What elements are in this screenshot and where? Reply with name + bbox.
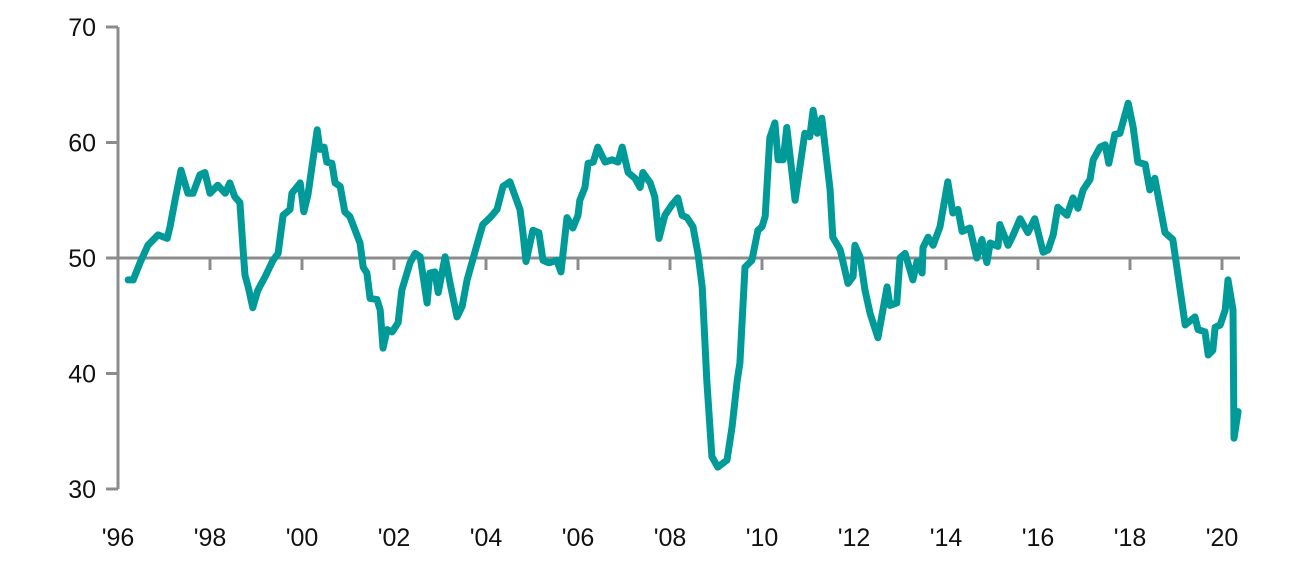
y-tick-label: 40 xyxy=(68,361,96,389)
axes xyxy=(116,27,1240,489)
x-tick-label: '08 xyxy=(654,524,687,552)
x-tick-label: '12 xyxy=(838,524,871,552)
x-tick-label: '96 xyxy=(102,524,135,552)
x-tick-label: '98 xyxy=(194,524,227,552)
x-tick-label: '02 xyxy=(378,524,411,552)
series-line xyxy=(124,99,1242,471)
x-axis-ticks: '96 '98 '00 '02 '04 '06 '08 '10 '12 '14 '16 '18 '20 xyxy=(102,258,1239,552)
series-group xyxy=(124,99,1242,471)
y-tick-label: 70 xyxy=(68,14,96,42)
x-tick-label: '04 xyxy=(470,524,503,552)
y-axis-ticks: 30 40 50 60 70 xyxy=(68,14,118,504)
x-tick-label: '18 xyxy=(1114,524,1147,552)
y-tick-label: 30 xyxy=(68,476,96,504)
x-tick-label: '20 xyxy=(1206,524,1239,552)
x-tick-label: '00 xyxy=(286,524,319,552)
x-tick-label: '14 xyxy=(930,524,963,552)
y-tick-label: 50 xyxy=(68,245,96,273)
y-tick-label: 60 xyxy=(68,130,96,158)
x-tick-label: '16 xyxy=(1022,524,1055,552)
x-tick-label: '06 xyxy=(562,524,595,552)
x-tick-label: '10 xyxy=(746,524,779,552)
